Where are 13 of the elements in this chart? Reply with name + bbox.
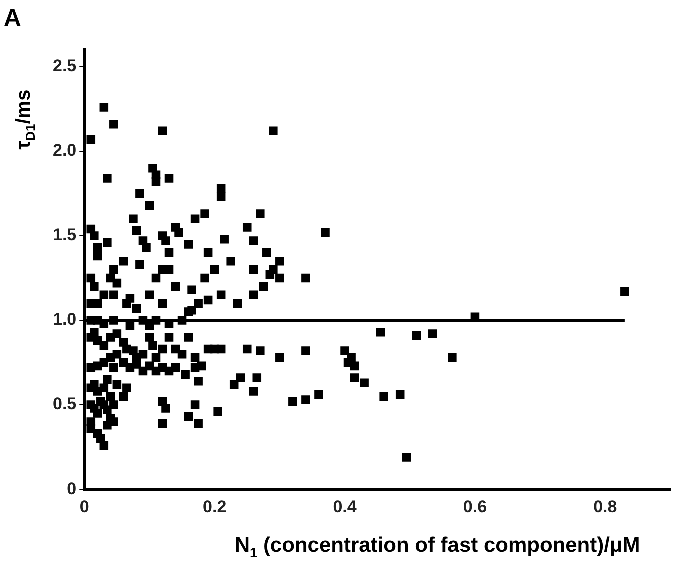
x-tick-label: 0.8 xyxy=(594,497,618,516)
y-tick-label: 0 xyxy=(67,479,77,498)
y-tick-label: 2.5 xyxy=(52,56,77,76)
y-tick-label: 0.5 xyxy=(52,394,77,414)
y-tick-label: 1.5 xyxy=(52,226,77,245)
y-axis-title: τD1/ms xyxy=(13,90,38,150)
x-tick-label: 0.4 xyxy=(333,497,358,516)
y-tick-label: 1.0 xyxy=(52,310,77,330)
x-tick-label: 0.2 xyxy=(203,497,227,516)
y-tick-label: 2.0 xyxy=(52,141,77,160)
x-tick-label: 0.6 xyxy=(463,497,488,516)
x-tick-label: 0 xyxy=(80,497,90,516)
chart-title: A xyxy=(4,5,22,32)
